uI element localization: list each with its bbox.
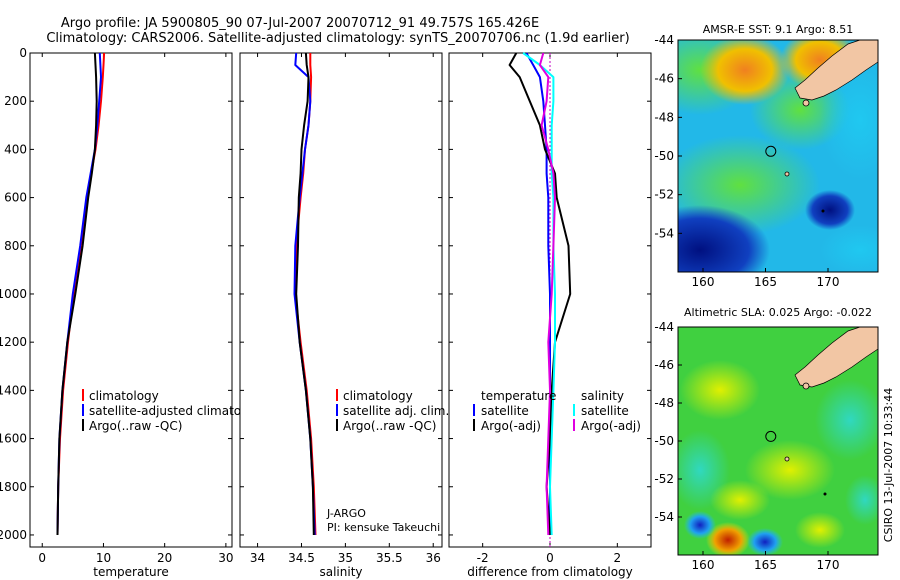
y-tick-label: 1200	[0, 335, 27, 349]
x-tick-label: 0	[546, 551, 554, 565]
legend-label: satellite	[581, 404, 629, 418]
sla-map-title: Altimetric SLA: 0.025 Argo: -0.022	[684, 306, 872, 319]
sla-land-mass	[794, 327, 878, 388]
x-tick-label: 34	[250, 551, 265, 565]
sla-island-marker	[802, 382, 810, 390]
x-tick-label: 0	[38, 551, 46, 565]
series-line-sal_argo	[538, 52, 556, 536]
legend-label: satellite-adjusted climatology	[89, 404, 267, 418]
x-tick-label: 170	[817, 275, 840, 289]
y-tick-label: -48	[654, 110, 674, 124]
figure-title-line1: Argo profile: JA 5900805_90 07-Jul-2007 …	[61, 16, 539, 31]
legend-label: satellite	[481, 404, 529, 418]
sst-map-panel: AMSR-E SST: 9.1 Argo: 8.51 160 165 170 -44 -…	[654, 23, 879, 289]
x-tick-label: 35	[338, 551, 353, 565]
legend-label: Argo(-adj)	[481, 419, 541, 433]
y-tick-label: -46	[654, 358, 674, 372]
sla-map-axes: 160 165 170 -44 -46 -48 -50 -52 -54	[654, 320, 839, 572]
temperature-panel: 0 10 20 30 0 200 400 600 800 1000 1200 1400 1600 1800…	[0, 46, 267, 579]
y-tick-label: 800	[4, 239, 27, 253]
x-tick-label: 165	[754, 558, 777, 572]
y-tick-label: -44	[654, 33, 674, 47]
sst-island-marker	[821, 209, 825, 213]
plot-frame	[239, 52, 443, 548]
annotation-text: J-ARGO	[326, 507, 366, 520]
x-tick-label: 2	[614, 551, 622, 565]
sla-island-marker	[784, 456, 790, 462]
sla-profile-location-marker	[765, 430, 777, 442]
sla-map-panel: Altimetric SLA: 0.025 Argo: -0.022 160 16…	[654, 306, 879, 572]
x-tick-label: 160	[692, 558, 715, 572]
sst-map-axes: 160 165 170 -44 -46 -48 -50 -52 -54	[654, 33, 839, 289]
x-axis-label: temperature	[93, 565, 168, 579]
sst-map-title: AMSR-E SST: 9.1 Argo: 8.51	[703, 23, 854, 36]
y-tick-label: 600	[4, 191, 27, 205]
sla-map-field	[678, 327, 878, 555]
legend-label: climatology	[89, 389, 159, 403]
y-tick-label: 400	[4, 142, 27, 156]
x-tick-label: 35.5	[376, 551, 403, 565]
y-tick-label: 1400	[0, 383, 27, 397]
plot-frame	[29, 52, 233, 548]
series-line-argo	[508, 52, 572, 536]
annotation-text: PI: kensuke Takeuchi	[327, 521, 440, 534]
sst-profile-location-marker	[765, 145, 777, 157]
y-tick-label: -52	[654, 188, 674, 202]
legend-label: Argo(-adj)	[581, 419, 641, 433]
sst-island-marker	[784, 171, 790, 177]
y-tick-label: -46	[654, 72, 674, 86]
y-tick-label: -48	[654, 396, 674, 410]
legend-label: Argo(..raw -QC)	[89, 419, 182, 433]
y-tick-label: 0	[19, 46, 27, 60]
y-tick-label: -54	[654, 510, 674, 524]
sst-island-marker	[802, 99, 810, 107]
x-tick-label: 170	[817, 558, 840, 572]
y-tick-label: -44	[654, 320, 674, 334]
sst-land-mass	[794, 40, 878, 101]
legend-label: satellite adj. clim.	[343, 404, 449, 418]
legend-heading: temperature	[481, 389, 556, 403]
y-tick-label: 1600	[0, 432, 27, 446]
legend-label: Argo(..raw -QC)	[343, 419, 436, 433]
series-line-sal_satellite	[522, 52, 556, 536]
y-tick-label: -50	[654, 434, 674, 448]
salinity-panel: 34 34.5 35 35.5 36 salinity climatologysatelli…	[239, 52, 449, 579]
legend-label: climatology	[343, 389, 413, 403]
x-tick-label: 20	[157, 551, 172, 565]
legend-heading: salinity	[581, 389, 624, 403]
y-tick-label: -50	[654, 149, 674, 163]
figure-title-line2: Climatology: CARS2006. Satellite-adjuste…	[46, 31, 629, 46]
y-tick-label: 1000	[0, 287, 27, 301]
y-tick-label: 2000	[0, 528, 27, 542]
x-axis-label: salinity	[319, 565, 362, 579]
x-tick-label: 34.5	[288, 551, 315, 565]
series-line-argo	[56, 52, 98, 536]
y-tick-label: 200	[4, 94, 27, 108]
y-tick-label: -54	[654, 226, 674, 240]
y-tick-label: -52	[654, 472, 674, 486]
credit-label: CSIRO 13-Jul-2007 10:33:44	[882, 388, 895, 542]
x-tick-label: -2	[477, 551, 489, 565]
x-tick-label: 10	[96, 551, 111, 565]
sst-map-field	[678, 40, 878, 272]
x-tick-label: 160	[692, 275, 715, 289]
sla-island-marker	[823, 492, 827, 496]
series-line-argo	[295, 52, 315, 536]
x-tick-label: 165	[754, 275, 777, 289]
x-tick-label: 36	[426, 551, 441, 565]
x-tick-label: 30	[218, 551, 233, 565]
y-tick-label: 1800	[0, 480, 27, 494]
x-axis-label: difference from climatology	[467, 565, 633, 579]
